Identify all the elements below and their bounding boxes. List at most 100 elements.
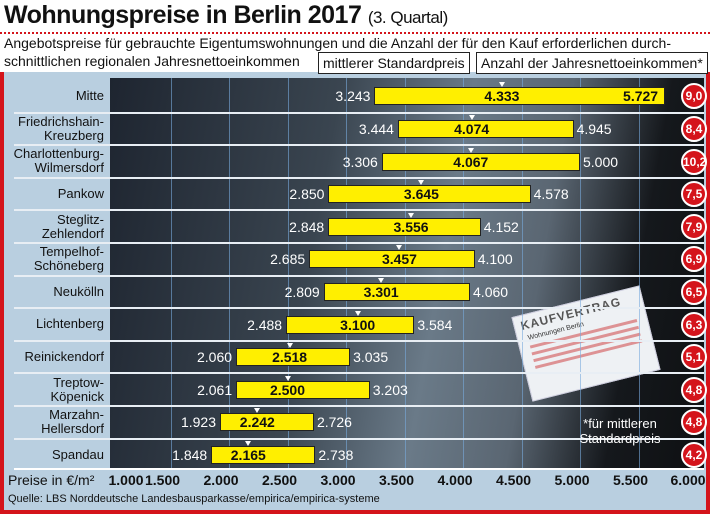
row-separator	[14, 307, 704, 310]
category-label: Spandau	[4, 439, 104, 472]
income-badge: 6,9	[681, 246, 707, 273]
category-label-line: Pankow	[57, 186, 104, 202]
income-badge: 7,9	[681, 213, 707, 240]
category-label: Treptow- Köpenick	[4, 373, 104, 406]
median-label: 4.074	[454, 120, 490, 137]
range-bar	[397, 119, 574, 138]
category-label-line: Tempelhof-	[39, 244, 104, 260]
income-badge: 4,2	[681, 441, 707, 468]
row-separator	[14, 437, 704, 440]
income-badge: 4,8	[681, 409, 707, 436]
median-label: 2.518	[272, 349, 308, 366]
high-label: 2.738	[318, 446, 354, 463]
title-text: Wohnungspreise in Berlin 2017	[4, 1, 362, 29]
gridline	[638, 78, 640, 468]
median-label: 3.301	[363, 283, 399, 300]
gridline	[229, 78, 230, 468]
low-label: 2.060	[196, 349, 233, 366]
category-label-line: Charlottenburg-	[13, 146, 104, 162]
x-tick-label: 1.000	[108, 472, 144, 488]
high-label: 4.945	[576, 120, 612, 137]
income-badge: 8,4	[681, 115, 707, 142]
chart-title: Wohnungspreise in Berlin 2017 (3. Quarta…	[4, 1, 448, 30]
label-column	[4, 78, 110, 468]
median-marker	[286, 343, 293, 349]
row-separator	[14, 209, 704, 212]
gridline	[521, 78, 523, 468]
row-separator	[14, 111, 704, 114]
range-bar	[328, 185, 531, 204]
category-label-line: Friedrichshain-	[18, 113, 104, 129]
range-bar	[236, 380, 370, 399]
x-tick-label: 3.500	[378, 472, 415, 488]
high-label: 4.060	[473, 283, 509, 300]
range-bar	[286, 315, 415, 334]
callout-incomes: Anzahl der Jahresnettoeinkommen*	[476, 52, 708, 74]
category-label-line: Wilmersdorf	[34, 160, 104, 176]
x-tick-label: 6.000	[670, 472, 706, 488]
category-label-line: Treptow-	[53, 374, 104, 390]
median-marker	[467, 147, 474, 153]
range-bar	[219, 413, 314, 432]
high-label: 4.578	[533, 186, 569, 203]
low-label: 2.061	[197, 381, 233, 398]
median-marker	[245, 440, 252, 446]
median-label: 2.500	[269, 381, 306, 398]
row-separator	[14, 144, 704, 147]
income-badge: 6,5	[681, 278, 707, 305]
category-label-line: Mitte	[75, 88, 104, 104]
plot-area	[110, 78, 704, 468]
category-label: Reinickendorf	[4, 341, 105, 374]
category-label-line: Reinickendorf	[24, 349, 105, 365]
median-marker	[354, 310, 361, 316]
income-badge: 4,8	[681, 376, 707, 403]
category-label-line: Kreuzberg	[44, 127, 104, 143]
median-marker	[408, 212, 415, 218]
low-label: 3.306	[342, 153, 378, 170]
category-label: Friedrichshain- Kreuzberg	[4, 113, 104, 146]
gridline	[580, 78, 581, 468]
category-label-line: Marzahn-	[49, 407, 104, 423]
row-separator	[14, 176, 704, 179]
x-tick-label: 2.500	[261, 472, 298, 488]
median-marker	[254, 408, 261, 414]
high-label: 4.100	[477, 251, 513, 268]
gridline	[346, 78, 347, 468]
median-marker	[498, 82, 505, 88]
subtitle: (3. Quartal)	[367, 8, 448, 27]
range-bar	[381, 152, 580, 171]
median-marker	[396, 245, 403, 251]
gridline	[287, 78, 289, 468]
range-bar	[374, 87, 666, 106]
range-bar	[211, 445, 316, 464]
median-label: 3.457	[381, 251, 417, 268]
high-label: 2.726	[316, 414, 352, 431]
x-axis	[14, 468, 704, 470]
range-bar	[236, 348, 351, 367]
x-tick-label: 3.000	[320, 472, 356, 488]
high-label: 4.152	[483, 218, 519, 235]
high-label: 3.203	[372, 381, 408, 398]
income-badge: 7,5	[681, 181, 707, 208]
low-label: 2.809	[284, 283, 320, 300]
gridline	[463, 78, 464, 468]
median-marker	[468, 114, 475, 120]
median-marker	[418, 180, 425, 186]
median-marker	[284, 375, 291, 381]
category-label: Marzahn- Hellersdorf	[4, 406, 104, 439]
category-label: Mitte	[4, 80, 104, 113]
low-label: 2.685	[270, 251, 306, 268]
x-tick-label: 4.000	[437, 472, 473, 488]
income-badge: 5,1	[681, 344, 707, 371]
category-label: Pankow	[4, 178, 104, 211]
category-label: Neukölln	[4, 276, 104, 309]
low-label: 3.243	[335, 88, 371, 105]
category-label: Charlottenburg- Wilmersdorf	[4, 145, 104, 178]
x-axis-label: Preise in €/m²	[8, 472, 95, 488]
callout-median: mittlerer Standardpreis	[318, 52, 470, 74]
category-label-line: Neukölln	[53, 283, 104, 299]
source: Quelle: LBS Norddeutsche Landesbausparka…	[8, 493, 380, 505]
category-label: Steglitz- Zehlendorf	[4, 210, 104, 243]
median-label: 2.242	[239, 414, 275, 431]
